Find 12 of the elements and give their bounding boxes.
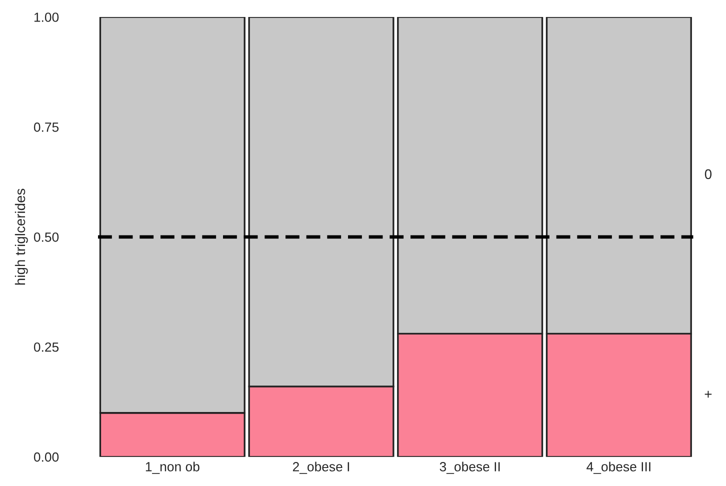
y-tick-label: 1.00 bbox=[34, 12, 59, 22]
x-tick-label: 1_non ob bbox=[146, 462, 200, 474]
y-tick-label: 0.75 bbox=[34, 122, 59, 132]
series-label: + bbox=[704, 390, 712, 398]
y-tick-label: 0.00 bbox=[34, 452, 59, 462]
x-tick-label: 4_obese III bbox=[586, 462, 650, 474]
y-tick-label: 0.50 bbox=[34, 232, 59, 242]
x-tick-label: 3_obese II bbox=[440, 462, 500, 474]
y-tick-label: 0.25 bbox=[34, 342, 59, 352]
y-axis-title: high triglcerides bbox=[14, 188, 28, 285]
x-tick-label: 2_obese I bbox=[292, 462, 350, 474]
series-label: 0 bbox=[704, 169, 712, 180]
